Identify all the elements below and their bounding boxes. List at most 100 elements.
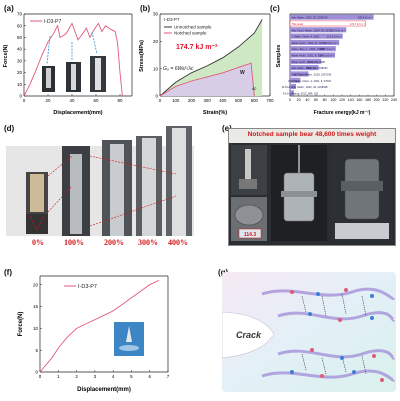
- chart-b-fracture-value: 174.7 kJ m⁻²: [176, 44, 218, 51]
- panel-e-title-bar: [229, 129, 395, 143]
- chart-a-legend: I-D3-P7: [44, 19, 61, 25]
- panel-g: Crack: [221, 272, 396, 392]
- chart-a-xlabel: Displacement(mm): [53, 110, 102, 116]
- chart-f-axes: [39, 275, 169, 373]
- panel-d: 0% 100% 200% 300% 400%: [6, 126, 194, 252]
- zoom-lines-2: [89, 155, 177, 227]
- strain-label-400: 400%: [168, 238, 188, 247]
- chart-c-value-label: 72.1 kJ m⁻²: [307, 60, 321, 64]
- chart-f-ylabel: Force(N): [18, 312, 24, 337]
- chart-f-legend: I-D3-P7: [78, 284, 97, 290]
- scale-platform: [335, 223, 389, 239]
- chart-c-category-label: Chem. Eng. J., 2024, 145007: [292, 47, 326, 51]
- chart-c-value-label: 105.7 kJ m⁻²: [320, 47, 335, 51]
- chart-a-xtick-label: 80: [117, 98, 123, 103]
- sample-400-strip: [172, 128, 186, 236]
- chart-a-ytick-label: 40: [17, 47, 23, 52]
- chart-c-category-label: Adv. Funct. Mater., 2024, 35, 2339: [292, 28, 332, 32]
- molecular-nodes: [290, 288, 384, 382]
- chart-c-value-label: 192.9 kJ m⁻²: [358, 16, 373, 20]
- chart-b-xtick-label: 600: [251, 98, 259, 103]
- chart-c-category-label: Mater. Horiz., 2021, 8, 3077: [292, 54, 325, 58]
- panel-e: Notched sample bear 48,600 times weight …: [228, 128, 396, 246]
- panel-b-label: (b): [140, 4, 151, 13]
- chart-f-xtick-label: 1: [57, 374, 60, 379]
- stacked-weights-plate: [341, 181, 383, 191]
- crack-mechanism-diagram: Crack: [221, 272, 396, 392]
- panel-f-label: (f): [4, 268, 12, 277]
- diagram-background: [222, 272, 396, 392]
- chart-c-value-label: 13.8 kJ m⁻²: [281, 85, 295, 89]
- chart-c-value-label: 121.5 kJ m⁻²: [327, 35, 342, 39]
- panel-b: 0 100 200 300 400 500 600 700 0 10 20 30 I-D3-P7 Un…: [136, 6, 276, 118]
- sample-0-strip: [30, 174, 44, 212]
- stretch-photo-strip: [6, 126, 194, 236]
- chart-a-series-line: [23, 22, 123, 97]
- inset-photo-2-sample: [71, 64, 76, 90]
- chart-f-xtick-label: 3: [94, 374, 97, 379]
- panel-f: 0 1 2 3 4 5 6 7 0 5 10 15 20 I-D3-P7 Displacement(mm…: [14, 270, 174, 396]
- inset-photo-3-sample: [95, 58, 101, 90]
- chart-f-ytick-label: 0: [35, 370, 38, 375]
- panel-c: Adv. Mater., 2020, 32, 2005735 192.9 kJ m…: [272, 6, 398, 118]
- chart-c-category-label: Adv. Mater., 2022, 34, 2108243: [292, 66, 329, 70]
- chart-c-xtick-label: 200: [374, 98, 380, 102]
- scale-display: [238, 228, 262, 239]
- chart-c-bar: [290, 39, 340, 45]
- chart-c-value-label: 66 kJ m⁻²: [306, 66, 317, 70]
- chart-c-category-label: Adv. Funct. Mater., 2019, 1907109: [292, 72, 332, 76]
- polymer-chain-3: [277, 349, 396, 360]
- chart-b-legend-1: Unnotched sample: [174, 25, 212, 30]
- strain-label-100: 100%: [64, 238, 84, 247]
- chart-f-ytick-label: 20: [33, 282, 39, 287]
- inset-arrow-1: [46, 35, 51, 65]
- chart-c-category-label: Adv. Mater., 2020, 32, 2005735: [292, 16, 329, 20]
- chart-c-xtick-label: 60: [314, 98, 318, 102]
- chart-c-category-label: J. Mater. Chem. A, 2021: [292, 35, 320, 39]
- chart-c-value-label: 174.7 kJ m⁻²: [350, 22, 365, 26]
- fracture-energy-bar-chart-c: Adv. Mater., 2020, 32, 2005735 192.9 kJ m…: [276, 13, 397, 116]
- chart-c-category-label: Adv. Mater., 2022, 34, 2108438: [292, 85, 329, 89]
- panel-a: 0 20 40 60 80 0 10 20 30 40 50 60 70 I-D3-P7 Displac…: [0, 6, 138, 118]
- chart-c-xtick-label: 220: [382, 98, 388, 102]
- chart-c-xlabel: Fracture energy(kJ m⁻²): [314, 110, 371, 116]
- chart-b-notched-area: [160, 63, 255, 96]
- weight-ring: [281, 191, 317, 197]
- chart-b-xtick-label: 700: [266, 98, 274, 103]
- chart-c-bar: [290, 27, 347, 33]
- strain-label-300: 300%: [138, 238, 158, 247]
- chart-a-xtick-label: 0: [23, 98, 26, 103]
- chart-c-value-label: 129.9 kJ m⁻²: [330, 28, 345, 32]
- chart-a-ytick-label: 60: [17, 23, 23, 28]
- chart-b-xtick-label: 100: [172, 98, 180, 103]
- chart-c-bar: [290, 33, 343, 39]
- chart-f-xtick-label: 7: [167, 374, 170, 379]
- scale-reading: 114.3: [244, 232, 256, 238]
- panel-e-label: (e): [222, 124, 232, 133]
- chart-c-category-label: J. Mater. Chem. A, 2021, 9, 27523: [292, 79, 332, 83]
- inset-photo-1-sample: [46, 68, 51, 88]
- chart-f-inset-needle: [126, 326, 132, 342]
- chart-b-xtick-label: 300: [204, 98, 212, 103]
- chart-a-ytick-label: 10: [17, 82, 23, 87]
- chart-f-ytick-label: 5: [35, 348, 38, 353]
- sample-0-clamp: [26, 214, 48, 234]
- panel-d-label: (d): [4, 124, 15, 133]
- chart-b-legend-title: I-D3-P7: [164, 17, 180, 22]
- chart-a-ytick-label: 30: [17, 58, 23, 63]
- chart-f-ytick-label: 10: [33, 326, 39, 331]
- crack-label: Crack: [236, 330, 262, 340]
- chart-c-bar: [290, 14, 374, 20]
- crack-shape: [221, 311, 275, 359]
- chart-c-bar: [290, 65, 319, 71]
- chart-c-xtick-label: 0: [289, 98, 291, 102]
- chart-f-xtick-label: 5: [130, 374, 133, 379]
- polymer-chain-4: [261, 369, 396, 382]
- chart-f-xtick-label: 4: [112, 374, 115, 379]
- chart-c-bar: [290, 52, 336, 58]
- disc: [234, 204, 264, 226]
- stress-strain-chart-b: 0 100 200 300 400 500 600 700 0 10 20 30 I-D3-P7 Un…: [139, 12, 274, 116]
- inset-arrow-3: [91, 31, 98, 55]
- chart-b-ytick-label: 20: [153, 39, 159, 44]
- chart-a-xtick-label: 60: [93, 98, 99, 103]
